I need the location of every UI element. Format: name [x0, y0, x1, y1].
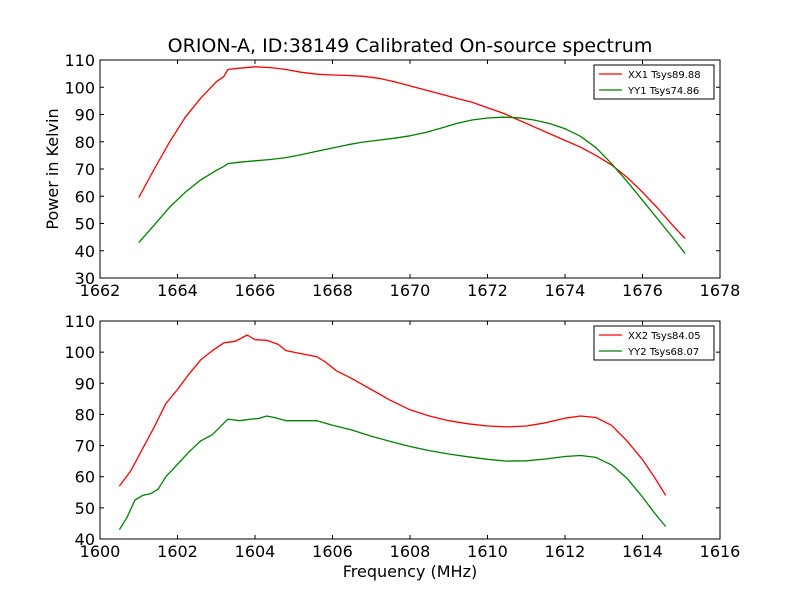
chart-title: ORION-A, ID:38149 Calibrated On-source s…: [168, 35, 653, 57]
series-line-1-1: [138, 66, 686, 239]
plot-1: 1662 1664 1666 1668 1670 1672 1674 1676 1678 30 40…: [64, 51, 740, 300]
y-tick-label: 100: [64, 78, 95, 97]
y-axis-label: Power in Kelvin: [43, 108, 62, 229]
y-tick-label: 60: [75, 468, 95, 487]
x-tick-label: 1604: [235, 542, 276, 561]
legend-label-2: YY1 Tsys74.86: [627, 86, 699, 97]
legend: XX1 Tsys89.88 YY1 Tsys74.86: [593, 64, 715, 100]
series-line-1-2: [138, 116, 686, 254]
x-tick-label: 1668: [312, 281, 353, 300]
x-tick-label: 1672: [467, 281, 508, 300]
y-tick-label: 70: [75, 160, 95, 179]
legend: XX2 Tsys84.05 YY2 Tsys68.07: [593, 325, 715, 361]
legend-label-1: XX2 Tsys84.05: [628, 331, 701, 342]
legend-box: [593, 64, 715, 100]
x-tick-label: 1606: [312, 542, 353, 561]
y-tick-label: 90: [75, 106, 95, 125]
x-tick-label: 1600: [80, 542, 121, 561]
legend-label-1: XX1 Tsys89.88: [628, 70, 701, 81]
y-tick-label: 100: [64, 343, 95, 362]
y-tick-label: 60: [75, 187, 95, 206]
series-line-2-2: [118, 415, 667, 531]
x-tick-label: 1608: [390, 542, 431, 561]
x-axis-label: Frequency (MHz): [343, 562, 477, 581]
y-tick-label: 110: [64, 312, 95, 331]
x-tick-label: 1670: [390, 281, 431, 300]
y-tick-label: 50: [75, 215, 95, 234]
x-tick-label: 1612: [545, 542, 586, 561]
x-tick-label: 1602: [157, 542, 198, 561]
y-tick-label: 50: [75, 499, 95, 518]
x-tick-label: 1676: [622, 281, 663, 300]
legend-label-2: YY2 Tsys68.07: [627, 347, 699, 358]
series-line-2-1: [118, 334, 667, 496]
y-tick-label: 30: [75, 269, 95, 288]
y-tick-label: 90: [75, 374, 95, 393]
x-tick-label: 1610: [467, 542, 508, 561]
plot-2: 1600 1602 1604 1606 1608 1610 1612 1614 1616 40 50…: [64, 312, 740, 561]
x-tick-label: 1674: [545, 281, 586, 300]
x-tick-label: 1664: [157, 281, 198, 300]
x-tick-label: 1678: [700, 281, 741, 300]
y-tick-label: 40: [75, 242, 95, 261]
x-tick-label: 1614: [622, 542, 663, 561]
x-tick-label: 1662: [80, 281, 121, 300]
y-tick-label: 70: [75, 437, 95, 456]
y-tick-label: 80: [75, 133, 95, 152]
x-tick-label: 1666: [235, 281, 276, 300]
y-tick-label: 80: [75, 405, 95, 424]
legend-box: [593, 325, 715, 361]
y-tick-label: 40: [75, 530, 95, 549]
y-tick-label: 110: [64, 51, 95, 70]
x-tick-label: 1616: [700, 542, 741, 561]
